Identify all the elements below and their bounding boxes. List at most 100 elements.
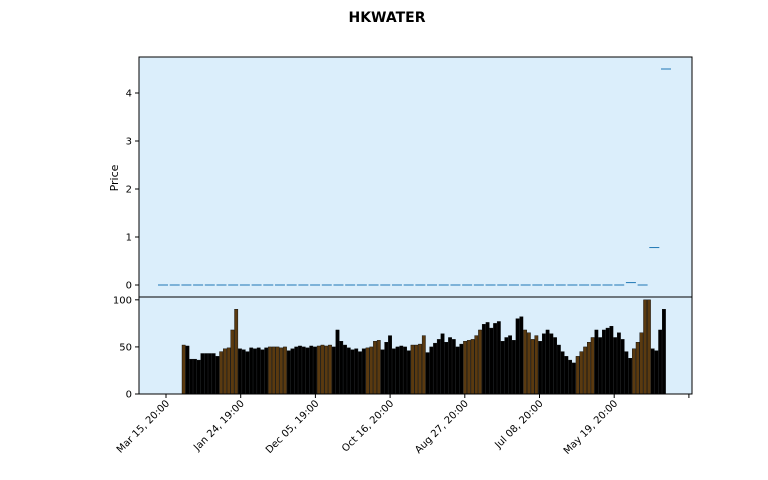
- volume-bar: [376, 340, 381, 395]
- volume-bar: [594, 329, 599, 395]
- volume-bar: [564, 356, 569, 395]
- price-ytick-label: 4: [126, 89, 132, 100]
- volume-bar: [549, 333, 554, 395]
- volume-bar: [568, 359, 573, 395]
- volume-bar: [451, 339, 456, 395]
- volume-bar: [219, 351, 224, 395]
- volume-bar: [256, 347, 261, 395]
- volume-bar: [526, 332, 531, 395]
- volume-bar: [230, 329, 235, 395]
- price-ytick-label: 1: [126, 233, 132, 244]
- volume-bar: [215, 356, 220, 395]
- volume-bar: [444, 342, 449, 395]
- volume-bar: [466, 340, 471, 395]
- price-ytick-label: 2: [126, 185, 132, 196]
- volume-bar: [193, 358, 197, 395]
- volume-bar: [463, 341, 467, 395]
- volume-bar: [204, 353, 209, 395]
- volume-bar: [234, 309, 239, 395]
- volume-bar: [328, 344, 332, 395]
- volume-bar: [339, 341, 344, 395]
- volume-bar: [226, 347, 231, 395]
- volume-bar: [241, 349, 246, 395]
- volume-bar: [346, 347, 351, 395]
- volume-bar: [587, 342, 591, 395]
- volume-bar: [650, 348, 655, 395]
- volume-bar: [654, 350, 659, 395]
- volume-bar: [496, 321, 501, 395]
- volume-bar: [211, 353, 216, 395]
- volume-bar: [553, 337, 557, 395]
- volume-bar: [373, 341, 377, 395]
- volume-bar: [662, 309, 666, 395]
- volume-bar: [575, 356, 580, 395]
- x-tick-label: Jul 08, 20:00: [492, 398, 545, 451]
- volume-bar: [238, 348, 242, 395]
- volume-bar: [429, 346, 434, 395]
- price-panel-background: [139, 57, 692, 297]
- volume-bar: [196, 359, 201, 395]
- volume-bar: [414, 344, 419, 395]
- volume-ytick-label: 0: [126, 390, 132, 401]
- volume-bar: [249, 347, 254, 395]
- volume-bar: [268, 346, 272, 395]
- volume-bar: [343, 344, 347, 395]
- volume-bar: [658, 329, 663, 395]
- volume-bar: [421, 335, 426, 395]
- volume-bar: [388, 335, 392, 395]
- volume-bar: [572, 362, 576, 395]
- volume-bar: [208, 353, 212, 395]
- volume-bar: [290, 348, 295, 395]
- volume-bar: [519, 316, 524, 395]
- volume-bar: [369, 346, 374, 395]
- volume-bar: [286, 350, 291, 395]
- volume-bar: [384, 342, 389, 395]
- volume-bar: [354, 348, 359, 395]
- volume-bar: [556, 344, 561, 395]
- volume-bar: [391, 348, 396, 395]
- volume-bar: [406, 350, 411, 395]
- volume-bar: [403, 346, 407, 395]
- volume-bar: [181, 344, 186, 395]
- volume-bar: [185, 345, 190, 395]
- price-ytick-label: 3: [126, 137, 132, 148]
- volume-bar: [395, 346, 400, 395]
- volume-bar: [605, 327, 610, 395]
- volume-bar: [436, 339, 441, 395]
- volume-bar: [624, 351, 629, 395]
- volume-bar: [305, 347, 310, 395]
- volume-bar: [620, 339, 625, 395]
- volume-bar: [530, 339, 535, 395]
- volume-bar: [560, 351, 565, 395]
- volume-bar: [598, 337, 603, 395]
- volume-bar: [425, 352, 430, 395]
- volume-bar: [440, 333, 445, 395]
- volume-bar: [508, 335, 512, 395]
- volume-bar: [324, 345, 329, 395]
- volume-ytick-label: 100: [113, 295, 132, 306]
- volume-bar: [189, 358, 194, 395]
- volume-bar: [320, 344, 325, 395]
- volume-bar: [223, 348, 227, 395]
- volume-bar: [617, 332, 621, 395]
- volume-bar: [459, 343, 464, 395]
- volume-bar: [545, 329, 550, 395]
- volume-bar: [245, 351, 250, 395]
- volume-bar: [448, 337, 452, 395]
- volume-bar: [647, 299, 651, 395]
- volume-bar: [639, 332, 644, 395]
- volume-bar: [331, 346, 336, 395]
- x-tick-label: Jan 24, 19:00: [191, 398, 247, 454]
- volume-bar: [313, 346, 317, 395]
- volume-bar: [399, 345, 404, 395]
- volume-bar: [541, 333, 546, 395]
- volume-bar: [583, 346, 588, 395]
- volume-bar: [511, 340, 516, 395]
- volume-bar: [260, 349, 265, 395]
- volume-bar: [515, 318, 520, 395]
- volume-bar: [264, 347, 269, 395]
- volume-bar: [485, 322, 490, 395]
- volume-bar: [380, 349, 385, 395]
- volume-bar: [635, 342, 640, 395]
- volume-bar: [481, 324, 486, 395]
